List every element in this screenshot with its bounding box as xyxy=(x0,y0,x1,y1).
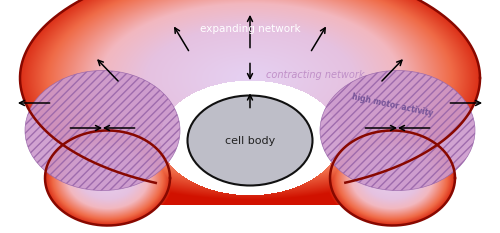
Text: high motor activity: high motor activity xyxy=(351,93,434,119)
Text: contracting network: contracting network xyxy=(266,71,364,80)
Ellipse shape xyxy=(320,71,475,191)
Ellipse shape xyxy=(25,71,180,191)
Text: expanding network: expanding network xyxy=(200,24,300,34)
Text: cell body: cell body xyxy=(225,136,275,145)
Ellipse shape xyxy=(188,96,312,185)
